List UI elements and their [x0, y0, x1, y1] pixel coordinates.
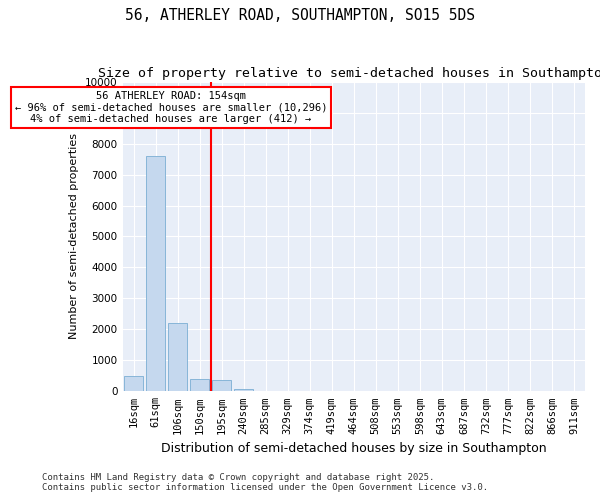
Y-axis label: Number of semi-detached properties: Number of semi-detached properties — [70, 134, 79, 340]
Text: 56 ATHERLEY ROAD: 154sqm
← 96% of semi-detached houses are smaller (10,296)
4% o: 56 ATHERLEY ROAD: 154sqm ← 96% of semi-d… — [15, 91, 327, 124]
Text: 56, ATHERLEY ROAD, SOUTHAMPTON, SO15 5DS: 56, ATHERLEY ROAD, SOUTHAMPTON, SO15 5DS — [125, 8, 475, 22]
Bar — [146, 156, 165, 392]
X-axis label: Distribution of semi-detached houses by size in Southampton: Distribution of semi-detached houses by … — [161, 442, 547, 455]
Bar — [124, 376, 143, 392]
Bar — [190, 379, 209, 392]
Bar — [234, 390, 253, 392]
Bar — [212, 380, 231, 392]
Title: Size of property relative to semi-detached houses in Southampton: Size of property relative to semi-detach… — [98, 68, 600, 80]
Text: Contains HM Land Registry data © Crown copyright and database right 2025.
Contai: Contains HM Land Registry data © Crown c… — [42, 473, 488, 492]
Bar — [168, 323, 187, 392]
